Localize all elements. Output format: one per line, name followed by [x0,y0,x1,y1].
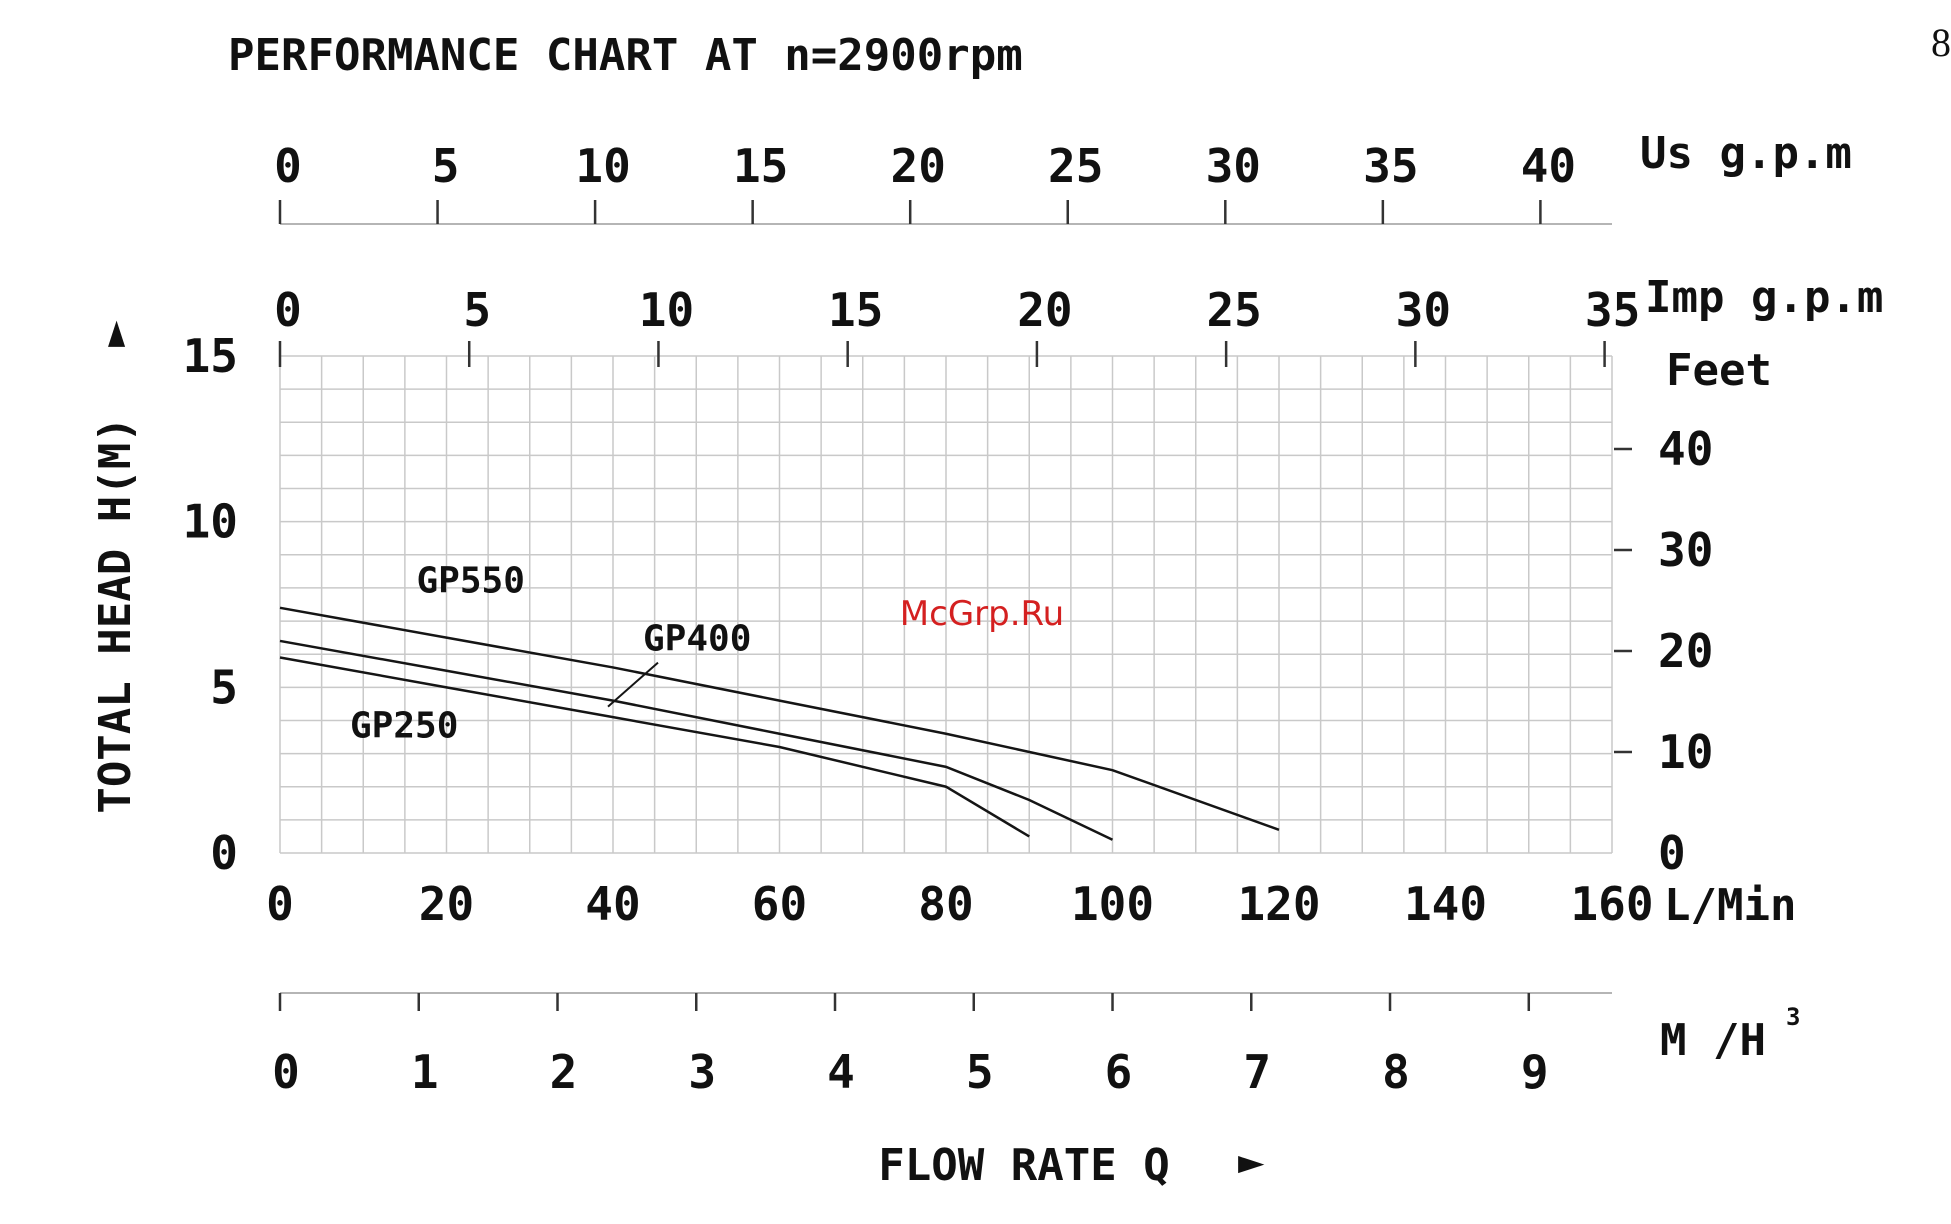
imp-gpm-tick-label: 15 [828,283,883,337]
x-tick-label: 80 [918,877,973,931]
x-tick-label: 100 [1071,877,1154,931]
y-tick-label: 10 [183,495,238,549]
y-tick-label: 0 [210,826,238,880]
m3h-tick-label: 9 [1521,1045,1549,1099]
us-gpm-tick-label: 15 [733,139,788,193]
m3h-tick-label: 6 [1105,1045,1133,1099]
series-line-gp400 [279,639,1114,841]
feet-tick-label: 0 [1658,826,1686,880]
m3h-tick-label: 3 [688,1045,716,1099]
m3h-tick-label: 2 [550,1045,578,1099]
y-axis-title: TOTAL HEAD H(M) ► [88,320,141,814]
x-axis-title: FLOW RATE Q ► [878,1136,1265,1191]
m3h-tick-label: 8 [1382,1045,1410,1099]
feet-tick-label: 10 [1658,725,1713,779]
series-label-gp400: GP400 [643,619,751,660]
lpm-unit-label: L/Min [1664,880,1796,931]
x-axis-arrow-icon: ► [1238,1136,1265,1187]
x-axis-label: FLOW RATE Q [878,1140,1169,1191]
m3h-unit-main: M /H [1660,1015,1766,1066]
m3h-tick-label: 1 [411,1045,439,1099]
watermark: McGrp.Ru [900,594,1064,634]
us-gpm-tick-label: 35 [1363,139,1418,193]
x-tick-label: 160 [1570,877,1653,931]
x-tick-label: 140 [1404,877,1487,931]
series-leader-line [607,661,659,708]
m3h-tick-label: 4 [827,1045,855,1099]
feet-tick-label: 40 [1658,422,1713,476]
feet-tick-label: 30 [1658,523,1713,577]
imp-gpm-tick-label: 20 [1017,283,1072,337]
m3h-unit-label: M /H 3 [1660,1003,1800,1066]
imp-gpm-tick-label: 5 [463,283,491,337]
series-label-gp550: GP550 [417,561,525,602]
us-gpm-tick-label: 30 [1206,139,1261,193]
us-gpm-tick-label: 10 [575,139,630,193]
m3h-tick-label: 0 [272,1045,300,1099]
us-gpm-tick-label: 5 [432,139,460,193]
us-gpm-tick-label: 20 [891,139,946,193]
imp-gpm-tick-label: 30 [1396,283,1451,337]
imp-gpm-unit-label: Imp g.p.m [1645,272,1883,323]
series-label-gp250: GP250 [350,706,458,747]
x-tick-label: 40 [585,877,640,931]
x-tick-label: 0 [266,877,294,931]
x-tick-label: 120 [1237,877,1320,931]
series-lines [279,606,1280,841]
y-axis-arrow-icon: ► [88,320,139,347]
chart-title: PERFORMANCE CHART AT n=2900rpm [228,30,1023,81]
axes [278,200,1632,1011]
plot-grid [279,355,1613,854]
m3h-tick-label: 7 [1243,1045,1271,1099]
series-line-gp550 [279,606,1280,831]
feet-tick-label: 20 [1658,624,1713,678]
imp-gpm-tick-label: 10 [639,283,694,337]
y-tick-label: 15 [183,329,238,383]
x-tick-label: 60 [752,877,807,931]
imp-gpm-tick-label: 25 [1206,283,1261,337]
x-tick-label: 20 [419,877,474,931]
y-tick-label: 5 [210,660,238,714]
us-gpm-tick-label: 40 [1521,139,1576,193]
feet-unit-label: Feet [1666,345,1772,396]
m3h-unit-superscript: 3 [1786,1003,1800,1031]
imp-gpm-tick-label: 35 [1585,283,1640,337]
series-line-gp250 [279,656,1030,838]
us-gpm-tick-label: 0 [274,139,302,193]
us-gpm-unit-label: Us g.p.m [1640,128,1852,179]
m3h-tick-label: 5 [966,1045,994,1099]
us-gpm-tick-label: 25 [1048,139,1103,193]
imp-gpm-tick-label: 0 [274,283,302,337]
y-axis-label: TOTAL HEAD H(M) [90,416,141,813]
page-number: 8 [1931,20,1951,65]
